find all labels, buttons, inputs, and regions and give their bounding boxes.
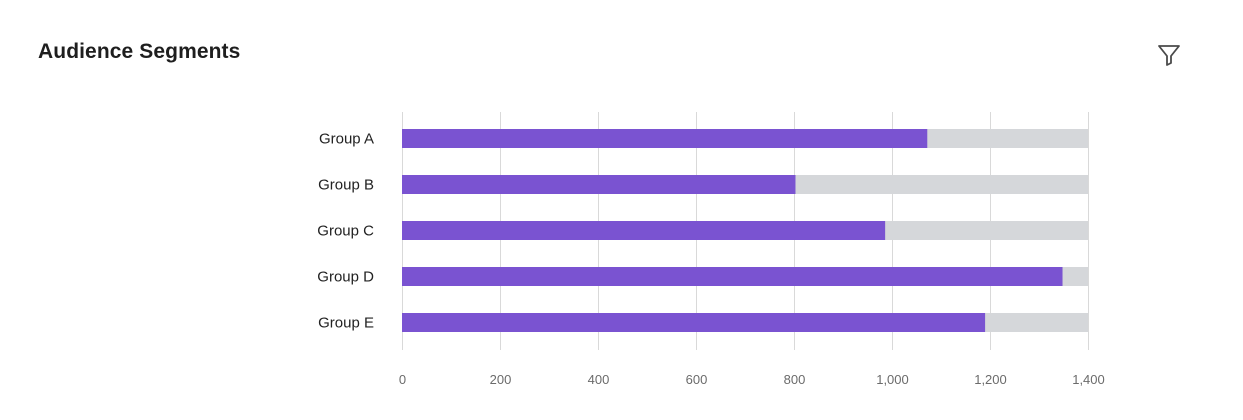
- bar-layer: [402, 129, 1088, 332]
- x-tick-label: 1,400: [1072, 372, 1105, 387]
- x-tick-label: 800: [784, 372, 806, 387]
- filter-icon: [1158, 45, 1180, 66]
- category-label: Group C: [317, 223, 374, 240]
- category-label: Group B: [318, 177, 374, 194]
- category-label: Group E: [318, 315, 374, 332]
- category-label: Group D: [317, 269, 374, 286]
- x-tick-label: 1,000: [876, 372, 909, 387]
- bar[interactable]: [402, 313, 986, 332]
- bar[interactable]: [402, 267, 1063, 286]
- page-title: Audience Segments: [38, 40, 241, 63]
- bar[interactable]: [402, 221, 886, 240]
- bar[interactable]: [402, 129, 928, 148]
- x-tick-label: 0: [399, 372, 406, 387]
- category-label-layer: Group A Group B Group C Group D Group E: [317, 131, 374, 332]
- x-tick-label: 400: [588, 372, 610, 387]
- filter-button[interactable]: [1152, 38, 1186, 72]
- x-tick-label: 600: [686, 372, 708, 387]
- x-tick-label: 1,200: [974, 372, 1007, 387]
- x-tick-layer: 0 200 400 600 800 1,000 1,200 1,400: [399, 372, 1105, 387]
- x-tick-label: 200: [490, 372, 512, 387]
- category-label: Group A: [319, 131, 374, 148]
- bar[interactable]: [402, 175, 796, 194]
